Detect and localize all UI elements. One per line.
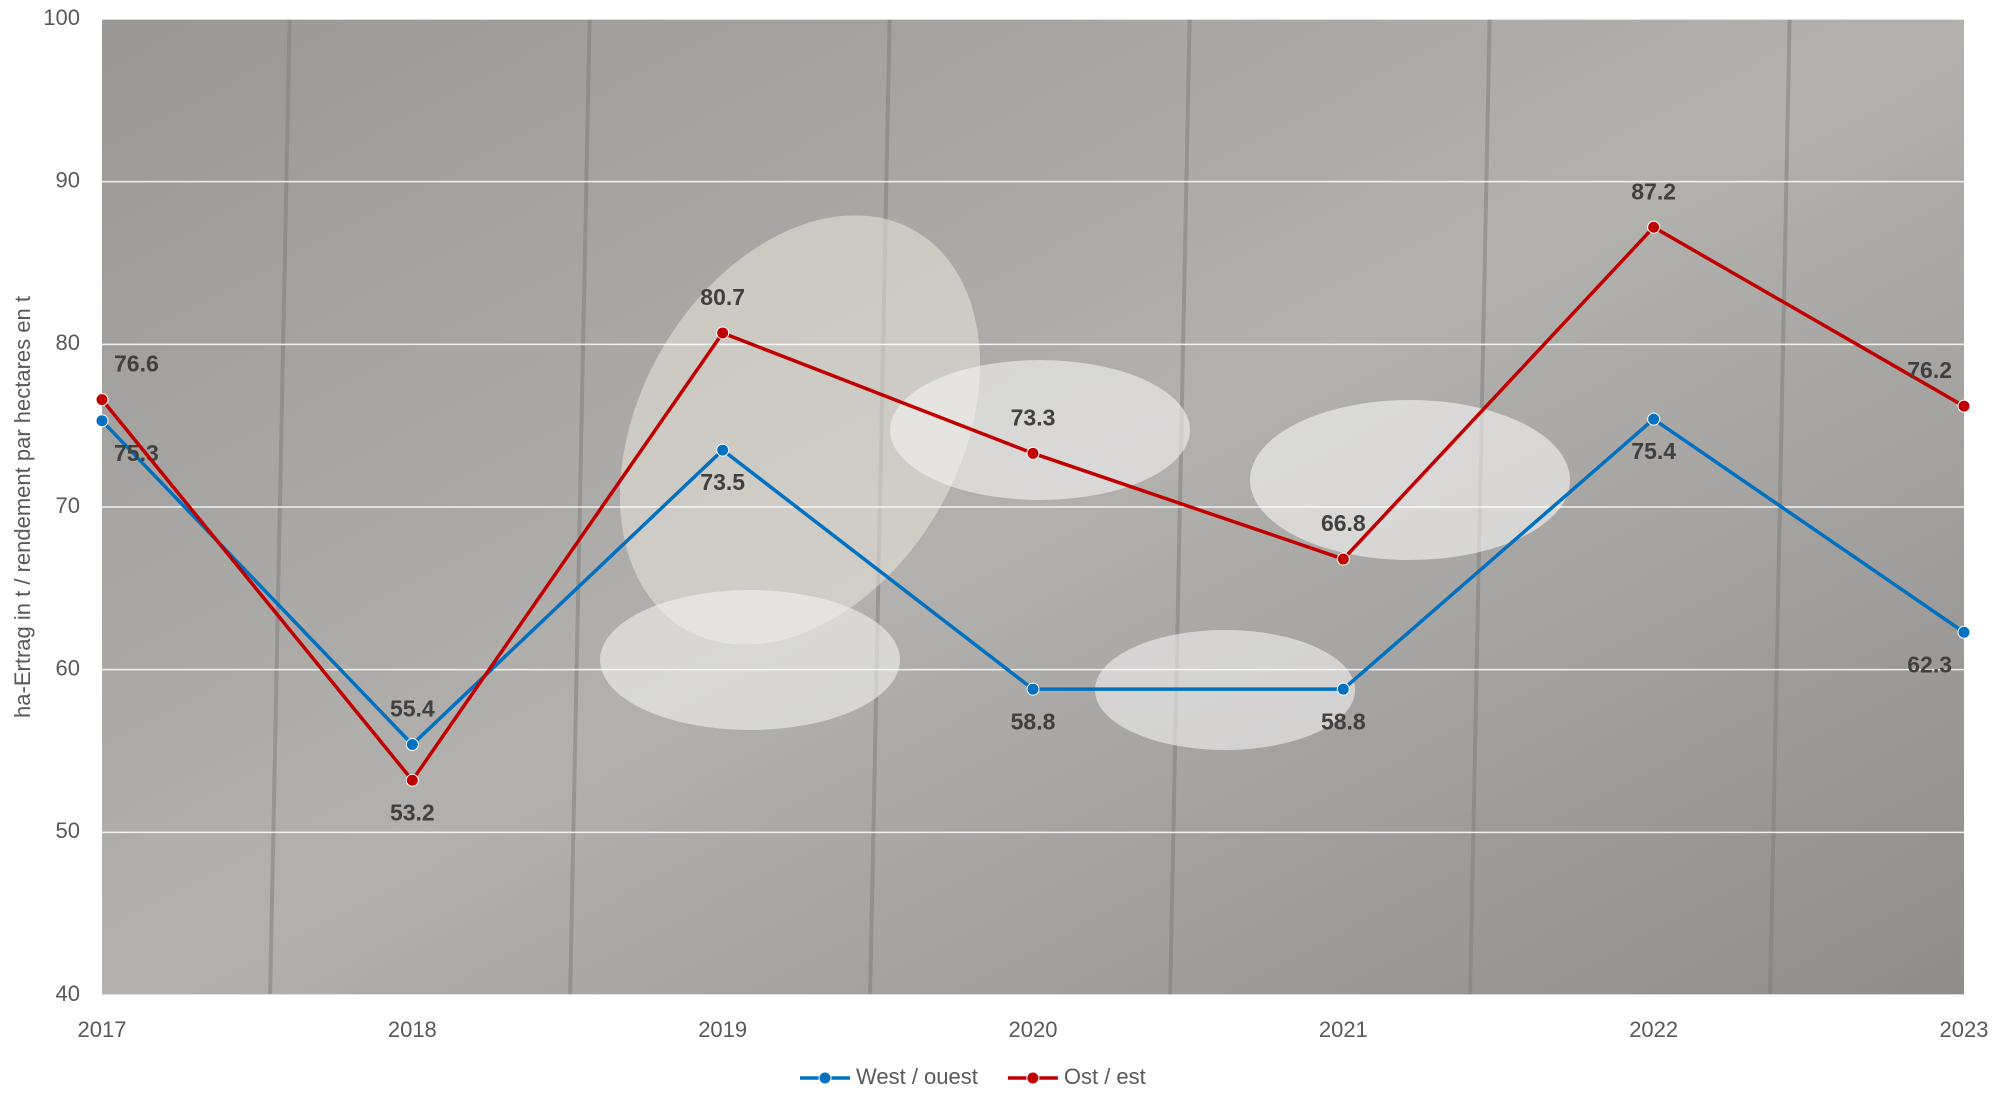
data-point (1957, 625, 1971, 639)
data-label: 76.2 (1907, 357, 1952, 383)
y-tick-label: 80 (56, 330, 80, 355)
data-point (716, 443, 730, 457)
data-point (1647, 220, 1661, 234)
data-label: 80.7 (700, 284, 745, 310)
data-point (405, 773, 419, 787)
data-point (95, 414, 109, 428)
data-point (1026, 446, 1040, 460)
legend-marker (1026, 1071, 1040, 1085)
y-tick-label: 50 (56, 818, 80, 843)
data-label: 73.3 (1011, 404, 1056, 430)
data-label: 55.4 (390, 696, 435, 722)
sugar-bowl (600, 590, 900, 730)
data-label: 53.2 (390, 799, 435, 825)
y-tick-label: 60 (56, 655, 80, 680)
beet-decoration (619, 215, 981, 645)
x-tick-label: 2019 (698, 1017, 747, 1042)
data-point (405, 737, 419, 751)
data-label: 58.8 (1321, 708, 1366, 734)
x-tick-label: 2018 (388, 1017, 437, 1042)
data-label: 62.3 (1907, 651, 1952, 677)
data-label: 73.5 (700, 469, 745, 495)
data-label: 75.4 (1631, 438, 1676, 464)
data-label: 87.2 (1631, 178, 1676, 204)
x-tick-label: 2023 (1940, 1017, 1989, 1042)
x-tick-label: 2017 (78, 1017, 127, 1042)
x-tick-label: 2021 (1319, 1017, 1368, 1042)
y-tick-label: 70 (56, 493, 80, 518)
x-tick-label: 2022 (1629, 1017, 1678, 1042)
y-tick-label: 100 (43, 5, 80, 30)
data-point (95, 393, 109, 407)
legend-label: West / ouest (856, 1064, 978, 1089)
y-tick-label: 40 (56, 981, 80, 1006)
y-tick-label: 90 (56, 167, 80, 192)
data-point (1647, 412, 1661, 426)
data-point (1026, 682, 1040, 696)
sugar-bowl (1250, 400, 1570, 560)
y-axis-label: ha-Ertrag in t / rendement par hectares … (10, 296, 35, 718)
data-point (716, 326, 730, 340)
x-tick-label: 2020 (1009, 1017, 1058, 1042)
legend-marker (818, 1071, 832, 1085)
sugar-bowl (890, 360, 1190, 500)
data-point (1336, 552, 1350, 566)
data-label: 66.8 (1321, 510, 1366, 536)
data-label: 76.6 (114, 351, 159, 377)
legend-label: Ost / est (1064, 1064, 1146, 1089)
data-label: 58.8 (1011, 708, 1056, 734)
data-point (1957, 399, 1971, 413)
data-point (1336, 682, 1350, 696)
